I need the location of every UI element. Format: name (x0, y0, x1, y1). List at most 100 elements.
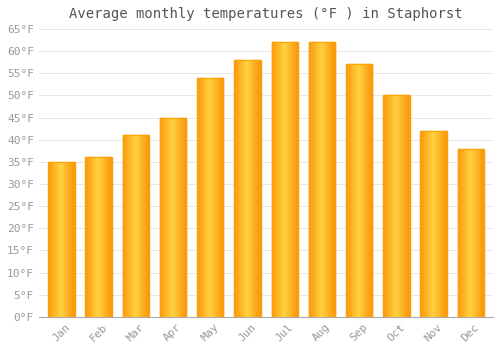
Bar (163, 118, 164, 317)
Bar (134, 135, 136, 317)
Bar (477, 149, 478, 317)
Bar (92, 158, 94, 317)
Bar (359, 64, 360, 317)
Bar (446, 131, 447, 317)
Bar (314, 42, 316, 317)
Bar (312, 42, 313, 317)
Bar (59, 162, 60, 317)
Bar (93, 158, 94, 317)
Bar (91, 158, 92, 317)
Bar (124, 135, 125, 317)
Bar (469, 149, 470, 317)
Bar (125, 135, 126, 317)
Bar (177, 118, 178, 317)
Bar (216, 78, 217, 317)
Bar (318, 42, 319, 317)
Bar (146, 135, 147, 317)
Bar (205, 78, 206, 317)
Bar (435, 131, 436, 317)
Bar (52, 162, 53, 317)
Bar (349, 64, 350, 317)
Bar (124, 135, 126, 317)
Bar (220, 78, 222, 317)
Bar (101, 158, 102, 317)
Bar (401, 96, 402, 317)
Bar (364, 64, 366, 317)
Bar (482, 149, 484, 317)
Bar (222, 78, 224, 317)
Bar (255, 60, 256, 317)
Bar (130, 135, 132, 317)
Bar (218, 78, 220, 317)
Bar (464, 149, 465, 317)
Bar (282, 42, 284, 317)
Bar (126, 135, 128, 317)
Bar (58, 162, 59, 317)
Bar (88, 158, 89, 317)
Bar (391, 96, 392, 317)
Bar (310, 42, 311, 317)
Bar (278, 42, 279, 317)
Bar (48, 162, 74, 317)
Bar (465, 149, 466, 317)
Bar (396, 96, 398, 317)
Bar (206, 78, 207, 317)
Bar (430, 131, 431, 317)
Bar (175, 118, 176, 317)
Bar (470, 149, 471, 317)
Bar (334, 42, 335, 317)
Bar (384, 96, 386, 317)
Bar (346, 64, 372, 317)
Bar (329, 42, 330, 317)
Bar (164, 118, 166, 317)
Bar (472, 149, 474, 317)
Bar (420, 131, 446, 317)
Bar (354, 64, 356, 317)
Bar (482, 149, 483, 317)
Bar (444, 131, 446, 317)
Bar (460, 149, 462, 317)
Bar (428, 131, 430, 317)
Bar (369, 64, 370, 317)
Bar (54, 162, 56, 317)
Bar (257, 60, 258, 317)
Bar (96, 158, 98, 317)
Bar (442, 131, 444, 317)
Bar (297, 42, 298, 317)
Bar (207, 78, 208, 317)
Bar (422, 131, 424, 317)
Bar (167, 118, 168, 317)
Bar (288, 42, 289, 317)
Bar (463, 149, 464, 317)
Bar (98, 158, 100, 317)
Bar (172, 118, 173, 317)
Bar (97, 158, 98, 317)
Bar (219, 78, 220, 317)
Bar (197, 78, 198, 317)
Bar (445, 131, 446, 317)
Bar (440, 131, 441, 317)
Bar (128, 135, 129, 317)
Bar (472, 149, 473, 317)
Bar (239, 60, 240, 317)
Bar (214, 78, 215, 317)
Bar (68, 162, 70, 317)
Bar (458, 149, 483, 317)
Bar (165, 118, 166, 317)
Bar (467, 149, 468, 317)
Bar (288, 42, 290, 317)
Bar (321, 42, 322, 317)
Bar (60, 162, 62, 317)
Bar (160, 118, 162, 317)
Bar (184, 118, 185, 317)
Bar (251, 60, 252, 317)
Bar (478, 149, 479, 317)
Bar (286, 42, 287, 317)
Bar (140, 135, 141, 317)
Bar (209, 78, 210, 317)
Bar (432, 131, 433, 317)
Bar (422, 131, 423, 317)
Bar (356, 64, 358, 317)
Bar (392, 96, 394, 317)
Bar (362, 64, 364, 317)
